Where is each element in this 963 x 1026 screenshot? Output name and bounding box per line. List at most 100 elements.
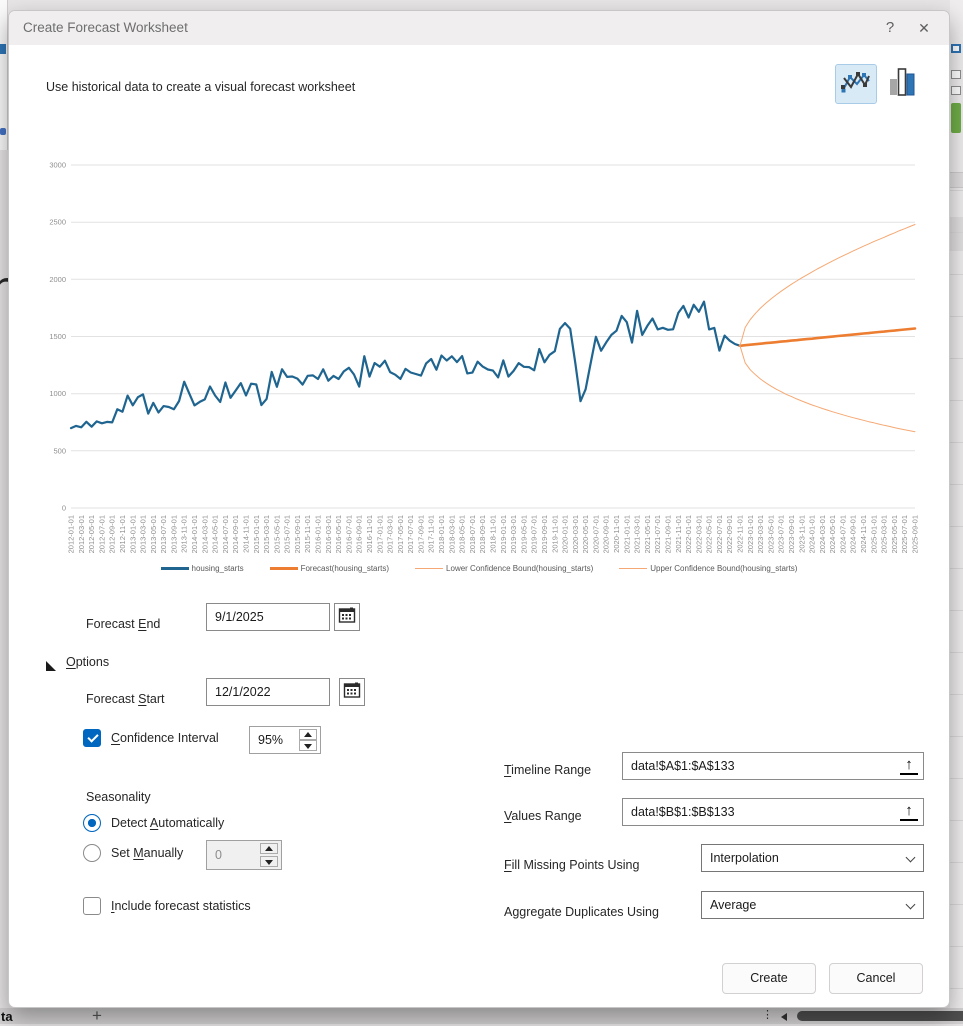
worksheet-gridline	[950, 778, 963, 779]
svg-text:2013-09-01: 2013-09-01	[169, 515, 178, 553]
svg-text:2013-03-01: 2013-03-01	[139, 515, 148, 553]
worksheet-gridline	[950, 190, 963, 191]
svg-text:2025-07-01: 2025-07-01	[900, 515, 909, 553]
line-chart-type-button[interactable]	[835, 64, 877, 104]
values-range-input[interactable]: data!$B$1:$B$133 ↑	[622, 798, 924, 826]
worksheet-gridline	[950, 274, 963, 275]
forecast-start-input[interactable]	[206, 678, 330, 706]
svg-text:2022-01-01: 2022-01-01	[684, 515, 693, 553]
svg-text:2012-03-01: 2012-03-01	[77, 515, 86, 553]
svg-text:2015-01-01: 2015-01-01	[252, 515, 261, 553]
options-section-label[interactable]: Options	[66, 655, 110, 669]
confidence-interval-label: Confidence Interval	[111, 731, 219, 745]
svg-text:500: 500	[53, 446, 66, 455]
sheet-tab-data: ta	[1, 1009, 13, 1024]
forecast-end-datepicker-button[interactable]	[334, 603, 360, 631]
worksheet-gridline	[950, 736, 963, 737]
bar-chart-icon	[888, 67, 916, 102]
values-range-label: Values Range	[504, 809, 582, 823]
range-select-arrow-icon[interactable]: ↑	[900, 802, 918, 821]
include-forecast-statistics-checkbox[interactable]	[83, 897, 101, 915]
help-button[interactable]: ?	[885, 19, 895, 36]
worksheet-gridline	[950, 442, 963, 443]
sheet-tab-bar	[0, 1008, 963, 1024]
svg-text:2012-09-01: 2012-09-01	[108, 515, 117, 553]
svg-text:2014-07-01: 2014-07-01	[221, 515, 230, 553]
svg-text:2015-03-01: 2015-03-01	[262, 515, 271, 553]
fill-missing-points-dropdown[interactable]: Interpolation	[701, 844, 924, 872]
svg-text:2024-03-01: 2024-03-01	[818, 515, 827, 553]
ribbon-icon-fragment	[951, 70, 961, 79]
svg-text:2016-01-01: 2016-01-01	[314, 515, 323, 553]
svg-text:2013-11-01: 2013-11-01	[180, 515, 189, 553]
seasonality-manual-spinner[interactable]: 0	[206, 840, 282, 870]
svg-text:2018-09-01: 2018-09-01	[478, 515, 487, 553]
svg-text:2022-03-01: 2022-03-01	[694, 515, 703, 553]
range-select-arrow-icon[interactable]: ↑	[900, 756, 918, 775]
confidence-interval-checkbox[interactable]	[83, 729, 101, 747]
legend-item: housing_starts	[160, 564, 244, 573]
ribbon-icon-fragment	[951, 86, 961, 95]
svg-text:2018-07-01: 2018-07-01	[468, 515, 477, 553]
timeline-range-label: Timeline Range	[504, 763, 592, 777]
aggregate-duplicates-value: Average	[710, 898, 757, 912]
svg-text:2020-09-01: 2020-09-01	[602, 515, 611, 553]
worksheet-gridline	[950, 610, 963, 611]
excel-background-right	[950, 0, 963, 1024]
ribbon-icon-fragment	[0, 128, 6, 135]
forecast-start-label: Forecast Start	[86, 692, 165, 706]
svg-text:2012-01-01: 2012-01-01	[67, 515, 76, 553]
worksheet-gridline	[950, 694, 963, 695]
svg-text:2019-09-01: 2019-09-01	[540, 515, 549, 553]
worksheet-gridline	[950, 904, 963, 905]
forecast-end-input[interactable]	[206, 603, 330, 631]
svg-text:2017-11-01: 2017-11-01	[427, 515, 436, 553]
worksheet-gridline	[950, 988, 963, 989]
bar-chart-type-button[interactable]	[881, 64, 923, 104]
svg-text:2023-01-01: 2023-01-01	[746, 515, 755, 553]
forecast-end-label: Forecast End	[86, 617, 161, 631]
confidence-interval-spinner[interactable]: 95%	[249, 726, 321, 754]
spinner-down-button[interactable]	[260, 856, 278, 867]
svg-text:2023-05-01: 2023-05-01	[766, 515, 775, 553]
excel-pane-fragment	[0, 0, 8, 150]
worksheet-gridline	[950, 526, 963, 527]
values-range-value: data!$B$1:$B$133	[631, 805, 735, 819]
spinner-down-button[interactable]	[299, 740, 317, 751]
svg-text:2021-03-01: 2021-03-01	[633, 515, 642, 553]
aggregate-duplicates-dropdown[interactable]: Average	[701, 891, 924, 919]
calendar-icon	[343, 681, 361, 704]
include-forecast-statistics-label: Include forecast statistics	[111, 899, 251, 913]
create-button[interactable]: Create	[722, 963, 816, 994]
new-sheet-button: +	[92, 1006, 102, 1025]
svg-text:2020-11-01: 2020-11-01	[612, 515, 621, 553]
spinner-up-button[interactable]	[299, 729, 317, 740]
column-header-fragment	[950, 172, 963, 188]
svg-text:2020-07-01: 2020-07-01	[591, 515, 600, 553]
timeline-range-input[interactable]: data!$A$1:$A$133 ↑	[622, 752, 924, 780]
worksheet-gridline	[950, 484, 963, 485]
worksheet-gridline	[950, 568, 963, 569]
svg-text:0: 0	[62, 504, 66, 513]
svg-text:2012-11-01: 2012-11-01	[118, 515, 127, 553]
svg-text:2021-01-01: 2021-01-01	[622, 515, 631, 553]
detect-automatically-radio[interactable]	[83, 814, 101, 832]
legend-label: Upper Confidence Bound(housing_starts)	[650, 564, 798, 573]
detect-automatically-label: Detect Automatically	[111, 816, 225, 830]
forecast-start-datepicker-button[interactable]	[339, 678, 365, 706]
dialog-titlebar: Create Forecast Worksheet ? ✕	[9, 11, 949, 45]
set-manually-radio[interactable]	[83, 844, 101, 862]
svg-text:2015-11-01: 2015-11-01	[303, 515, 312, 553]
svg-text:2015-05-01: 2015-05-01	[272, 515, 281, 553]
close-button[interactable]: ✕	[918, 20, 930, 36]
excel-background-left	[0, 0, 8, 1024]
spinner-up-button[interactable]	[260, 843, 278, 854]
options-expander-triangle-icon[interactable]	[46, 658, 56, 671]
fill-missing-points-value: Interpolation	[710, 851, 779, 865]
svg-text:2020-05-01: 2020-05-01	[581, 515, 590, 553]
svg-text:2014-05-01: 2014-05-01	[211, 515, 220, 553]
cancel-button[interactable]: Cancel	[829, 963, 923, 994]
svg-text:2016-05-01: 2016-05-01	[334, 515, 343, 553]
legend-swatch	[160, 567, 189, 570]
chart-legend: housing_starts Forecast(housing_starts) Lo…	[39, 564, 919, 573]
